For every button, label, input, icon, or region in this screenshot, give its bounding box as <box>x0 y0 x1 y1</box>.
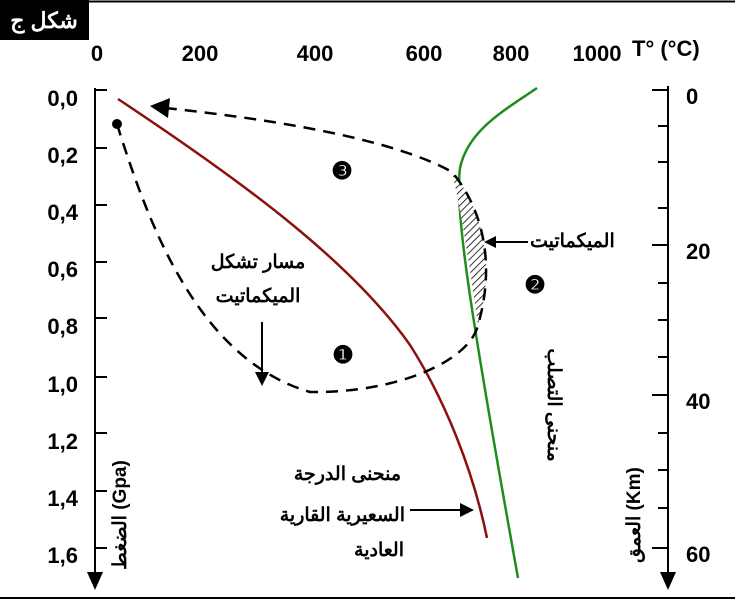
pressure-tick-1-4: 1,4 <box>47 486 78 511</box>
geotherm-label-arrowhead <box>460 503 474 517</box>
depth-tick-20: 20 <box>686 239 710 264</box>
geotherm-curve <box>117 97 489 539</box>
pressure-axis-arrow <box>87 572 103 590</box>
path-start-dot <box>112 119 122 129</box>
pressure-tick-1-6: 1,6 <box>47 543 78 568</box>
geotherm-label-line3: العادية <box>354 540 404 561</box>
depth-tick-40: 40 <box>686 389 710 414</box>
pressure-tick-1-0: 1,0 <box>47 372 78 397</box>
migmatite-path <box>115 106 488 394</box>
pressure-tick-0-2: 0,2 <box>47 143 78 168</box>
solidus-curve <box>457 86 538 579</box>
top-axis-tick-200: 200 <box>182 41 219 66</box>
stage-1-marker: ❶ <box>332 342 354 369</box>
depth-axis-title: العمق (Km) <box>624 467 645 563</box>
path-arrowhead <box>150 98 170 118</box>
top-axis-tick-600: 600 <box>406 41 443 66</box>
top-axis-title: T° (°C) <box>632 36 700 61</box>
geotherm-label-line2: السعيرية القارية <box>280 505 405 526</box>
depth-axis-arrow <box>660 572 676 590</box>
pressure-axis-title: الضغط (Gpa) <box>110 460 131 570</box>
pressure-axis-ticks <box>95 89 107 549</box>
stage-3-marker: ❸ <box>331 158 353 185</box>
top-axis-tick-400: 400 <box>297 41 334 66</box>
pressure-tick-0-4: 0,4 <box>47 200 78 225</box>
migmatite-zone <box>452 172 487 325</box>
pressure-tick-0-0: 0,0 <box>47 86 78 111</box>
migmatite-label: الميكماتيت <box>530 231 615 252</box>
path-label-line1: مسار تشكل <box>211 252 306 273</box>
geotherm-label-line1: منحنى الدرجة <box>294 464 401 485</box>
top-axis-tick-800: 800 <box>493 41 530 66</box>
top-axis-tick-1000: 1000 <box>573 41 622 66</box>
solidus-label: منحنى التصلب <box>543 348 564 461</box>
pressure-tick-1-2: 1,2 <box>47 429 78 454</box>
pressure-tick-0-8: 0,8 <box>47 314 78 339</box>
path-label-line2: الميكماتيت <box>216 286 301 307</box>
stage-2-marker: ❷ <box>524 272 546 299</box>
migmatite-label-arrowhead <box>484 236 496 248</box>
path-label-arrowhead <box>255 372 269 386</box>
figure-label: شكل ج <box>10 8 78 34</box>
top-axis-tick-0: 0 <box>91 41 103 66</box>
depth-axis-ticks <box>652 89 668 549</box>
figure-label-box <box>0 0 89 40</box>
pressure-tick-0-6: 0,6 <box>47 257 78 282</box>
depth-tick-60: 60 <box>686 542 710 567</box>
depth-tick-0: 0 <box>686 84 698 109</box>
